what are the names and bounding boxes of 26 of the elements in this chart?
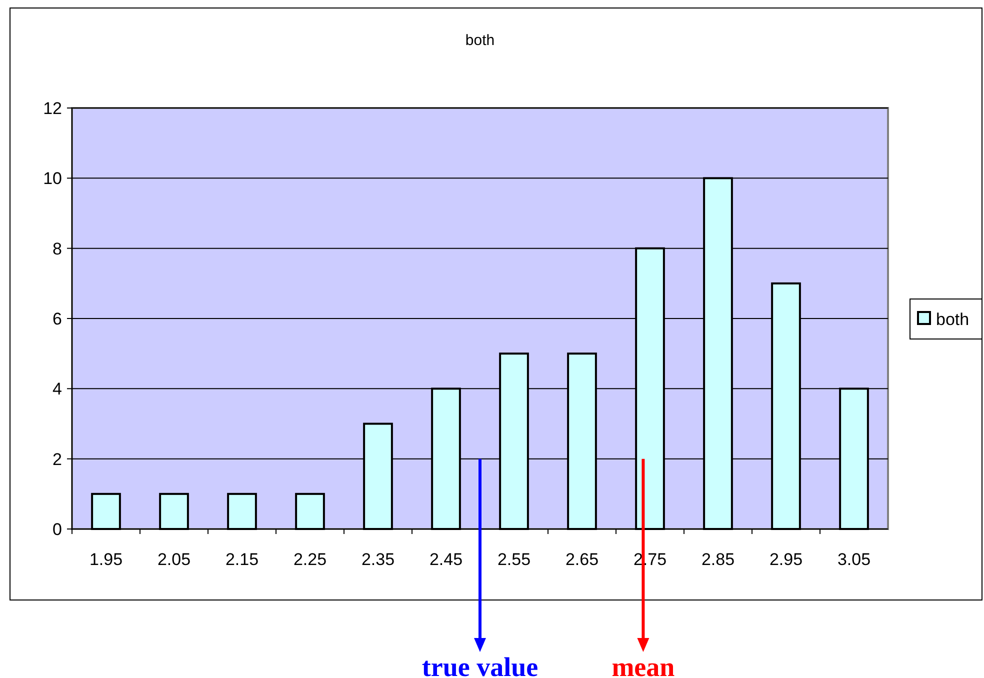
y-tick-label: 0 <box>52 520 62 539</box>
x-tick-label: 2.65 <box>565 550 599 569</box>
bar <box>91 492 121 530</box>
y-tick-label: 10 <box>43 169 62 188</box>
y-tick-label: 12 <box>43 99 62 118</box>
x-tick-label: 2.15 <box>225 550 259 569</box>
text: both <box>936 310 970 329</box>
x-tick-label: 3.05 <box>837 550 871 569</box>
bar <box>295 492 325 530</box>
x-tick-label: 2.05 <box>157 550 191 569</box>
ref-line-label: mean <box>612 652 675 678</box>
x-tick-label: 1.95 <box>89 550 123 569</box>
y-tick-label: 8 <box>52 239 62 258</box>
x-tick-label: 2.95 <box>769 550 803 569</box>
bar <box>159 492 189 530</box>
x-tick-label: 2.85 <box>701 550 735 569</box>
y-tick-label: 2 <box>52 450 62 469</box>
x-tick-label: 2.55 <box>497 550 531 569</box>
y-tick-label: 4 <box>52 380 62 399</box>
x-tick-label: 2.25 <box>293 550 327 569</box>
x-tick-label: 2.35 <box>361 550 395 569</box>
x-tick-label: 2.45 <box>429 550 463 569</box>
ref-line-label: true value <box>422 652 538 678</box>
chart-title: both <box>465 32 495 49</box>
bar <box>227 492 257 530</box>
y-tick-label: 6 <box>52 310 62 328</box>
